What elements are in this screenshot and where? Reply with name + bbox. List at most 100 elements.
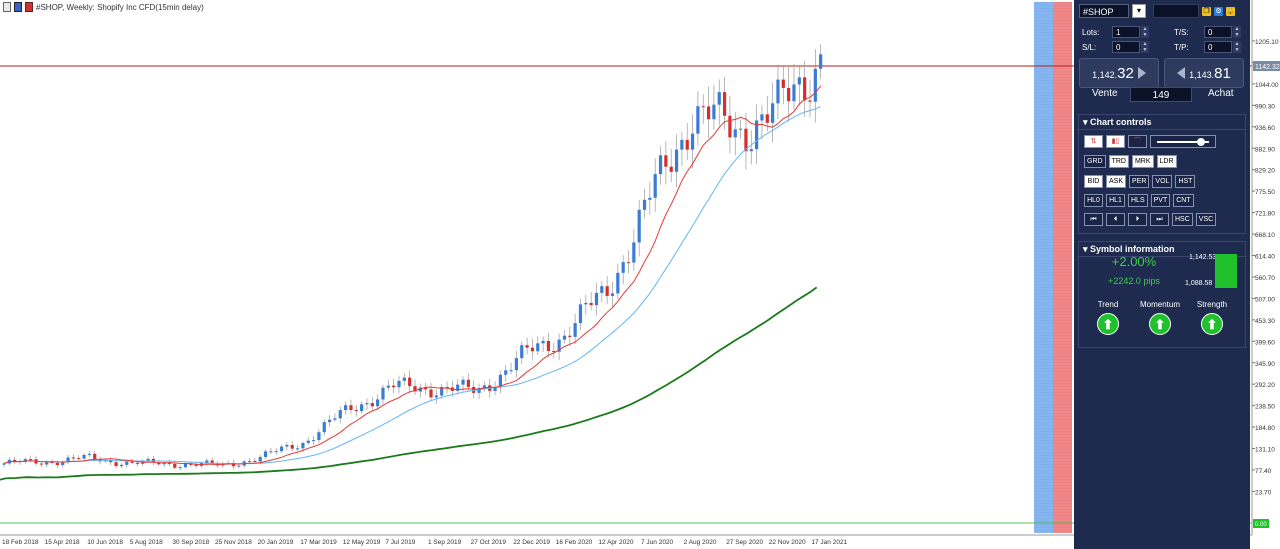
control-hst-button[interactable]: HST: [1175, 175, 1196, 188]
control-hl1-button[interactable]: HL1: [1106, 194, 1125, 207]
chart-title: #SHOP, Weekly: Shopify Inc CFD(15min del…: [36, 2, 204, 12]
control-vol-button[interactable]: VOL: [1152, 175, 1173, 188]
candle-body: [125, 461, 129, 465]
control-mrk-button[interactable]: MRK: [1131, 155, 1154, 168]
price-tick-label: 1044.00: [1255, 82, 1279, 89]
tp-input[interactable]: 0: [1204, 41, 1232, 53]
candle-body: [562, 335, 567, 340]
control-vsc-button[interactable]: VSC: [1195, 213, 1217, 226]
candle-body: [413, 386, 417, 392]
candle-body: [376, 399, 380, 407]
candle-body: [552, 350, 556, 352]
candle-body: [648, 197, 652, 200]
chevron-down-icon[interactable]: ▾: [1132, 4, 1146, 18]
candle-body: [557, 339, 561, 352]
candle-body: [637, 209, 641, 243]
candle-body: [728, 115, 732, 138]
tp-spinner[interactable]: ▲ ▼: [1233, 41, 1241, 53]
first-icon[interactable]: ⏮: [1084, 213, 1103, 226]
candle-body: [456, 384, 460, 391]
current-price-tag-text: 1142.32: [1255, 64, 1280, 71]
ts-spinner[interactable]: ▲ ▼: [1233, 26, 1241, 38]
candle-body: [381, 387, 385, 400]
candle-body: [493, 387, 497, 391]
sl-spinner[interactable]: ▲ ▼: [1141, 41, 1149, 53]
sell-button[interactable]: 1,142.32: [1079, 58, 1159, 88]
candle-body: [653, 174, 657, 198]
time-tick-label: 7 Jul 2019: [385, 539, 415, 546]
copy-icon[interactable]: ❐: [1202, 6, 1211, 16]
time-tick-label: 17 Mar 2019: [300, 539, 337, 546]
blue-zone: [1034, 2, 1053, 533]
candle-body: [589, 302, 593, 306]
line-chart-icon[interactable]: ⌒: [1128, 135, 1147, 148]
buy-button[interactable]: 1,143.81: [1164, 58, 1244, 88]
candle-body: [584, 302, 588, 305]
candle-body: [642, 199, 647, 210]
candle-body: [819, 54, 823, 69]
control-hsc-button[interactable]: HSC: [1172, 213, 1193, 226]
momentum-indicator: Momentum ⬆: [1135, 300, 1185, 335]
sort-icon[interactable]: ⇅: [1084, 135, 1103, 148]
candle-body: [247, 460, 252, 462]
control-per-button[interactable]: PER: [1129, 175, 1150, 188]
candle-body: [45, 462, 49, 465]
candle-body: [55, 462, 59, 466]
control-trd-button[interactable]: TRD: [1108, 155, 1129, 168]
current-price-tag: [1253, 61, 1280, 71]
candle-body: [690, 133, 695, 150]
candle-body: [263, 451, 268, 457]
range-low: 1,088.58: [1185, 280, 1213, 287]
candle-body: [285, 444, 289, 447]
last-icon[interactable]: ⏭: [1150, 213, 1169, 226]
price-tick-label: 399.60: [1255, 339, 1275, 346]
candle-body: [530, 347, 535, 352]
lots-input[interactable]: 1: [1112, 26, 1140, 38]
prev-icon[interactable]: ⏴: [1106, 213, 1125, 226]
candle-body: [39, 463, 43, 465]
candle-body: [578, 304, 583, 324]
candle-body: [797, 77, 801, 85]
candle-body: [482, 385, 486, 388]
control-hls-button[interactable]: HLS: [1128, 194, 1148, 207]
symbol-search-input[interactable]: [1153, 4, 1199, 18]
control-bid-button[interactable]: BID: [1084, 175, 1103, 188]
ma-slow-line: [0, 286, 818, 481]
next-icon[interactable]: ⏵: [1128, 213, 1147, 226]
control-ldr-button[interactable]: LDR: [1156, 155, 1177, 168]
chart-template-icon[interactable]: [25, 2, 33, 12]
lots-spinner[interactable]: ▲ ▼: [1141, 26, 1149, 38]
candle-body: [13, 459, 17, 462]
control-pvt-button[interactable]: PVT: [1150, 194, 1171, 207]
candle-body: [61, 461, 65, 466]
candle-body: [594, 292, 599, 306]
ts-input[interactable]: 0: [1204, 26, 1232, 38]
lock-icon[interactable]: 🔒: [1226, 6, 1235, 16]
time-tick-label: 2 Aug 2020: [684, 539, 717, 546]
candle-body: [621, 262, 625, 273]
chart-type-icon[interactable]: [14, 2, 22, 12]
control-grd-button[interactable]: GRD: [1084, 155, 1106, 168]
candle-body: [167, 462, 172, 464]
chart-window-icon[interactable]: [3, 2, 11, 12]
candle-body: [210, 460, 214, 464]
candle-body: [295, 448, 300, 450]
control-cnt-button[interactable]: CNT: [1173, 194, 1194, 207]
sl-input[interactable]: 0: [1112, 41, 1140, 53]
price-tick-label: 23.70: [1255, 489, 1272, 496]
gear-icon[interactable]: ⚙: [1214, 6, 1223, 16]
candle-icon[interactable]: ▮▯: [1106, 135, 1125, 148]
control-ask-button[interactable]: ASK: [1106, 175, 1127, 188]
candle-body: [498, 374, 503, 388]
chart-controls-header[interactable]: ▾ Chart controls: [1079, 115, 1245, 130]
candle-body: [776, 79, 780, 104]
candle-body: [771, 103, 775, 123]
candle-body: [792, 84, 796, 102]
candle-body: [23, 459, 27, 462]
candle-body: [525, 345, 529, 348]
control-hl0-button[interactable]: HL0: [1084, 194, 1103, 207]
symbol-select[interactable]: #SHOP: [1079, 4, 1129, 18]
zoom-slider[interactable]: [1150, 135, 1216, 148]
symbol-info-header[interactable]: ▾ Symbol information: [1079, 242, 1245, 257]
